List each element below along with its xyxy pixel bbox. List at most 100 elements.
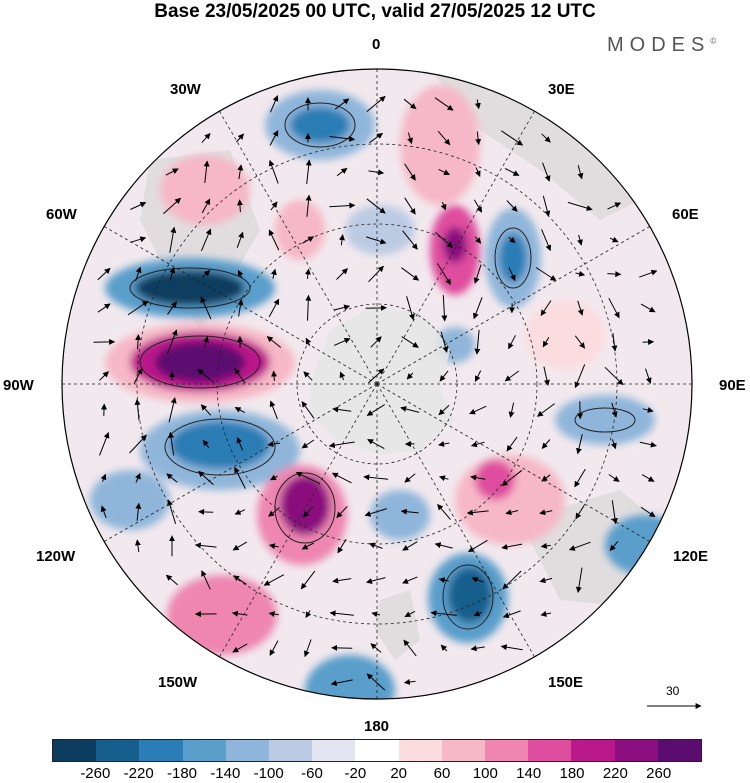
contour-2 [129, 267, 251, 309]
wind-vector [543, 366, 550, 386]
wind-vector [608, 474, 620, 482]
wind-vector [474, 99, 481, 110]
wind-vector [440, 644, 448, 652]
wind-vector [438, 404, 450, 416]
lon-label-120e: 120E [673, 548, 709, 565]
wind-vector [567, 201, 593, 211]
wind-vector [435, 232, 454, 248]
wind-vector [642, 407, 654, 413]
wind-vector [328, 441, 355, 449]
wind-vector [304, 268, 311, 279]
wind-vector [201, 570, 211, 590]
wind-vector [501, 130, 524, 146]
wind-vector [336, 506, 348, 519]
wind-vector [236, 199, 243, 213]
wind-vector [268, 611, 279, 618]
wind-vector [474, 236, 482, 244]
wind-vector [237, 164, 244, 180]
wind-vector [434, 542, 453, 549]
wind-vector [440, 201, 447, 211]
meridian-line [376, 111, 535, 385]
wind-vector [295, 471, 320, 485]
wind-vector [268, 229, 280, 251]
anomaly-pos-2 [400, 85, 480, 205]
lon-label-180: 180 [364, 718, 390, 735]
wind-vector [574, 468, 586, 488]
anomaly-pos-1c [155, 342, 245, 382]
lon-label-60w: 60W [46, 206, 77, 223]
wind-vector [641, 474, 655, 482]
wind-vector [607, 271, 622, 278]
anomaly-pos-7 [160, 155, 250, 225]
wind-vector [508, 236, 516, 244]
wind-vector [201, 269, 211, 278]
wind-vector [501, 469, 523, 487]
wind-vector [575, 567, 583, 593]
wind-vector [475, 131, 482, 146]
anomaly-pos-8 [275, 200, 325, 260]
wind-vector [127, 300, 149, 316]
wind-vector [470, 645, 485, 652]
wind-vector [200, 296, 212, 320]
wind-vector [334, 98, 350, 110]
wind-vector [568, 541, 591, 551]
colorbar-segment [96, 740, 140, 761]
wind-vector [100, 473, 107, 482]
wind-vector [404, 473, 416, 483]
anomaly-neg-8 [305, 655, 395, 699]
wind-vector [506, 200, 518, 212]
wind-vector [201, 198, 211, 214]
latitude-circle-2 [216, 223, 538, 545]
wind-vector [339, 234, 345, 246]
wind-vector [267, 441, 281, 448]
wind-vector [301, 439, 315, 449]
colorbar-tick-label: 100 [472, 765, 498, 782]
lon-label-0: 0 [372, 36, 381, 53]
anomaly-neg-2b [170, 421, 270, 469]
wind-vector [473, 199, 483, 213]
brand-name: MODES [607, 34, 711, 56]
wind-vector [269, 640, 279, 656]
wind-vector [368, 542, 383, 549]
wind-vector [232, 643, 248, 653]
wind-vector [400, 508, 419, 515]
wind-vector [365, 304, 387, 311]
wind-vector [437, 503, 451, 520]
meridian-line [376, 383, 535, 657]
wind-vector [403, 98, 417, 110]
wind-vector [234, 368, 246, 384]
wind-vector [165, 168, 179, 176]
wind-vector [542, 336, 550, 348]
wind-vector [231, 610, 248, 617]
lon-label-150e: 150E [548, 674, 584, 691]
anomaly-neg-10 [370, 490, 430, 540]
meridians [62, 69, 692, 699]
wind-vector [301, 401, 315, 419]
wind-vector [607, 202, 622, 210]
wind-vector [329, 610, 354, 617]
wind-vector [266, 336, 282, 348]
wind-vector [236, 133, 245, 143]
wind-vector [402, 541, 418, 551]
wind-vector [337, 538, 347, 554]
wind-vector [470, 441, 485, 448]
wind-vector [610, 439, 617, 450]
wind-vector [401, 336, 419, 348]
colorbar-segment [485, 740, 529, 761]
wind-vector [269, 95, 279, 113]
wind-vector [404, 163, 416, 181]
wind-vector [237, 269, 244, 278]
wind-vector [100, 505, 107, 519]
contour-5 [274, 472, 336, 544]
wind-vector [169, 226, 177, 253]
wind-vector [370, 643, 382, 653]
anomaly-pos-3b [443, 227, 467, 263]
wind-vector [333, 337, 351, 346]
anomaly-pos-5b [475, 460, 515, 500]
wind-vector [609, 541, 619, 552]
reference-vector-arrow [647, 703, 702, 709]
brand-logo: MODES© [607, 34, 716, 57]
meridian-line [376, 383, 650, 542]
wind-vector [542, 162, 551, 182]
wind-vector [440, 331, 449, 353]
